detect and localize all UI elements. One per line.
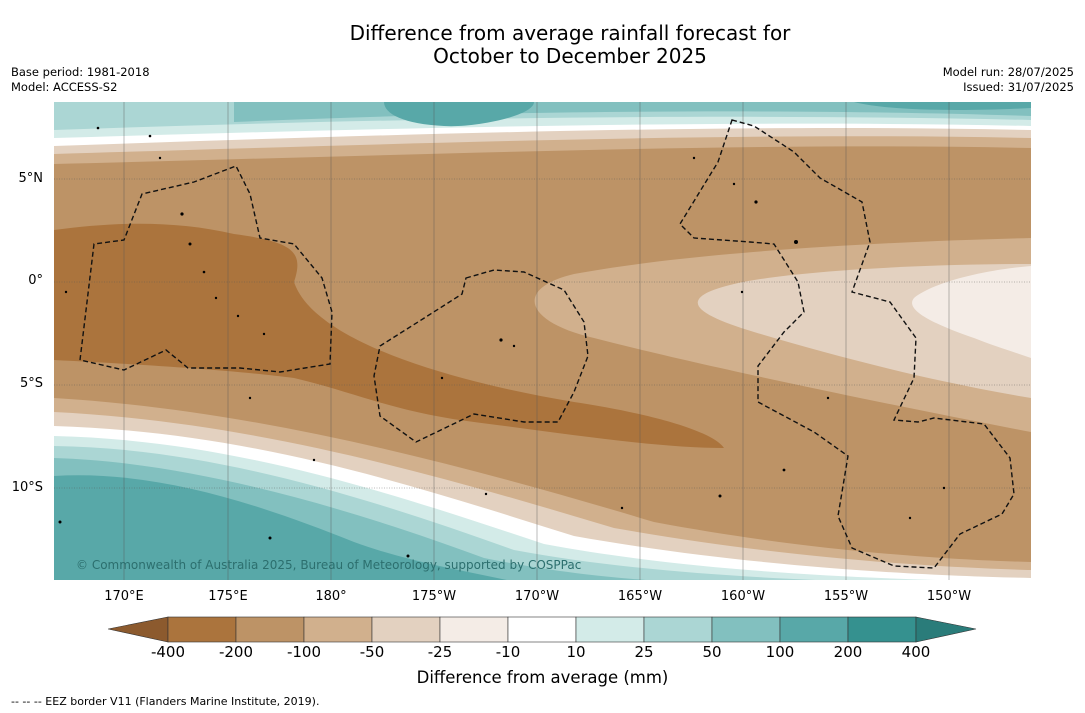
colorbar-label: Difference from average (mm) — [416, 668, 669, 687]
colorbar-tick: -200 — [218, 643, 254, 661]
colorbar-tick: -10 — [495, 643, 521, 661]
eez-border-line-islands — [679, 119, 1015, 569]
colorbar-tick: 100 — [765, 643, 795, 661]
anomaly-band-minus-400-west — [54, 223, 724, 448]
colorbar-tick: 25 — [634, 643, 654, 661]
colorbar-tick: 50 — [702, 643, 722, 661]
model-info: Base period: 1981-2018 Model: ACCESS-S2 — [11, 65, 150, 95]
colorbar-segment — [507, 616, 577, 643]
graticule — [54, 178, 1031, 489]
lon-label-165w: 165°W — [617, 589, 663, 604]
anomaly-band-north-teal-200 — [384, 102, 534, 127]
map-title: Difference from average rainfall forecas… — [0, 22, 1085, 68]
lon-label-170w: 170°W — [514, 589, 560, 604]
lon-label-155w: 155°W — [823, 589, 869, 604]
lon-label-150w: 150°W — [926, 589, 972, 604]
model-name: Model: ACCESS-S2 — [11, 80, 118, 94]
base-period: Base period: 1981-2018 — [11, 65, 150, 79]
anomaly-band-minus-10-central — [912, 266, 1031, 358]
eez-borders — [79, 119, 1015, 569]
colorbar-arrow-high — [915, 616, 977, 643]
colorbar-segment — [167, 616, 237, 643]
colorbar-tick: -50 — [359, 643, 385, 661]
model-run-date: Model run: 28/07/2025 — [942, 65, 1074, 79]
colorbar-segment — [235, 616, 305, 643]
colorbar-tick: 10 — [566, 643, 586, 661]
colorbar — [107, 616, 978, 648]
colorbar-tick: 200 — [833, 643, 863, 661]
colorbar-arrow-low — [107, 616, 169, 643]
run-info: Model run: 28/07/2025 Issued: 31/07/2025 — [943, 65, 1074, 95]
eez-border-phoenix-islands — [373, 269, 589, 443]
copyright-notice: © Commonwealth of Australia 2025, Bureau… — [76, 558, 582, 572]
colorbar-tick: -400 — [150, 643, 186, 661]
title-line-1: Difference from average rainfall forecas… — [349, 21, 791, 45]
lat-label-5n: 5°N — [18, 171, 44, 186]
lon-label-180: 180° — [315, 589, 347, 604]
colorbar-svg — [107, 616, 977, 643]
lon-label-160w: 160°W — [720, 589, 766, 604]
colorbar-segment — [439, 616, 509, 643]
anomaly-band-south-teal-200 — [54, 475, 507, 580]
lat-label-5s: 5°S — [19, 376, 43, 391]
colorbar-segment — [575, 616, 645, 643]
eez-border-tuvalu-kiribati-west — [79, 165, 333, 373]
anomaly-band-north-teal-200b — [854, 102, 1031, 110]
lat-label-0: 0° — [28, 273, 43, 288]
colorbar-tick: -100 — [286, 643, 322, 661]
islands — [58, 126, 946, 558]
colorbar-segment — [779, 616, 849, 643]
rainfall-map — [54, 102, 1031, 580]
lon-label-175e: 175°E — [208, 589, 248, 604]
rainfall-map-svg — [54, 102, 1031, 580]
issued-date: Issued: 31/07/2025 — [963, 80, 1074, 94]
colorbar-segment — [847, 616, 917, 643]
colorbar-tick: 400 — [901, 643, 931, 661]
colorbar-segment — [371, 616, 441, 643]
graticule-meridians — [123, 102, 950, 580]
title-line-2: October to December 2025 — [433, 44, 707, 68]
lon-label-170e: 170°E — [104, 589, 144, 604]
eez-legend-footnote: -- -- -- EEZ border V11 (Flanders Marine… — [11, 695, 320, 708]
colorbar-segment — [303, 616, 373, 643]
lat-label-10s: 10°S — [11, 480, 43, 495]
colorbar-segment — [711, 616, 781, 643]
colorbar-segment — [643, 616, 713, 643]
colorbar-tick: -25 — [427, 643, 453, 661]
lon-label-175w: 175°W — [411, 589, 457, 604]
